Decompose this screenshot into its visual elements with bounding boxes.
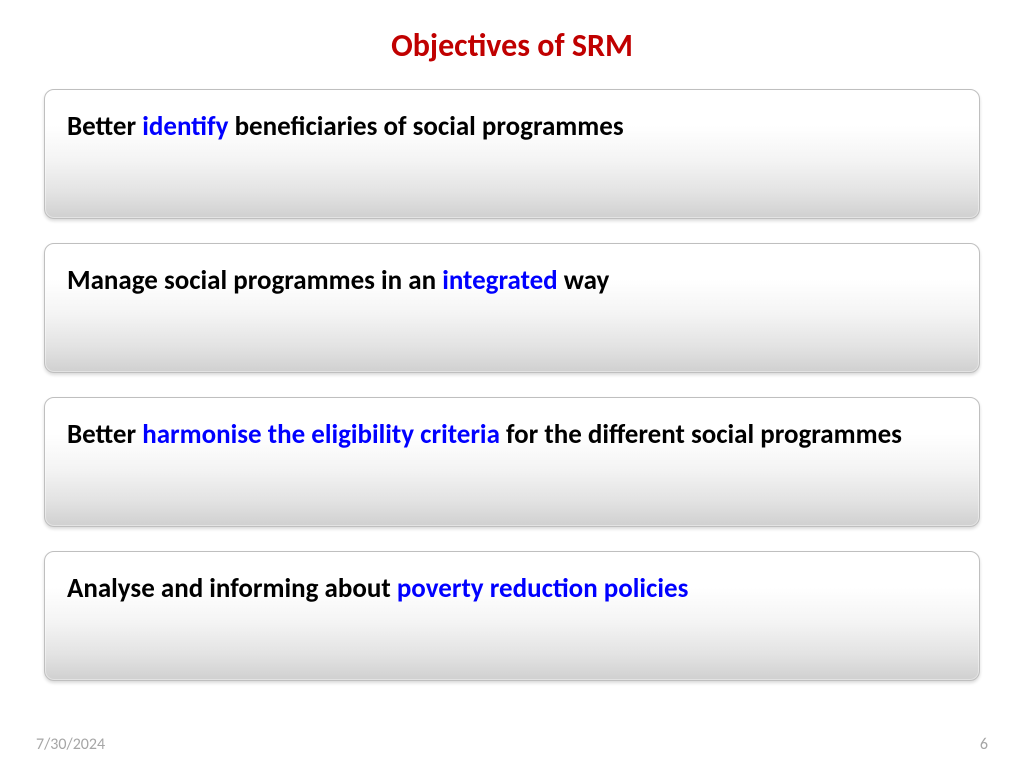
text-segment-highlight: poverty reduction policies [397, 572, 689, 605]
text-segment: way [558, 264, 610, 297]
text-segment: Better [67, 110, 142, 143]
slide-footer: 7/30/2024 6 [0, 735, 1024, 754]
slide-title: Objectives of SRM [30, 26, 994, 65]
text-segment-highlight: identify [142, 110, 228, 143]
text-segment: Better [67, 418, 142, 451]
objective-panel: Better identify beneficiaries of social … [44, 89, 980, 219]
objective-text: Analyse and informing about poverty redu… [67, 572, 688, 606]
footer-page-number: 6 [980, 735, 988, 754]
text-segment-highlight: harmonise the eligibility criteria [142, 418, 500, 451]
text-segment: Analyse and informing about [67, 572, 397, 605]
slide: Objectives of SRM Better identify benefi… [0, 0, 1024, 768]
objective-panel: Better harmonise the eligibility criteri… [44, 397, 980, 527]
objective-panel: Analyse and informing about poverty redu… [44, 551, 980, 681]
objective-panel: Manage social programmes in an integrate… [44, 243, 980, 373]
text-segment: Manage social programmes in an [67, 264, 442, 297]
objective-text: Manage social programmes in an integrate… [67, 264, 609, 298]
objective-text: Better harmonise the eligibility criteri… [67, 418, 902, 452]
text-segment: beneficiaries of social programmes [228, 110, 623, 143]
objective-text: Better identify beneficiaries of social … [67, 110, 624, 144]
text-segment: for the different social programmes [500, 418, 902, 451]
footer-date: 7/30/2024 [36, 735, 105, 754]
text-segment-highlight: integrated [442, 264, 558, 297]
panel-list: Better identify beneficiaries of social … [30, 89, 994, 681]
